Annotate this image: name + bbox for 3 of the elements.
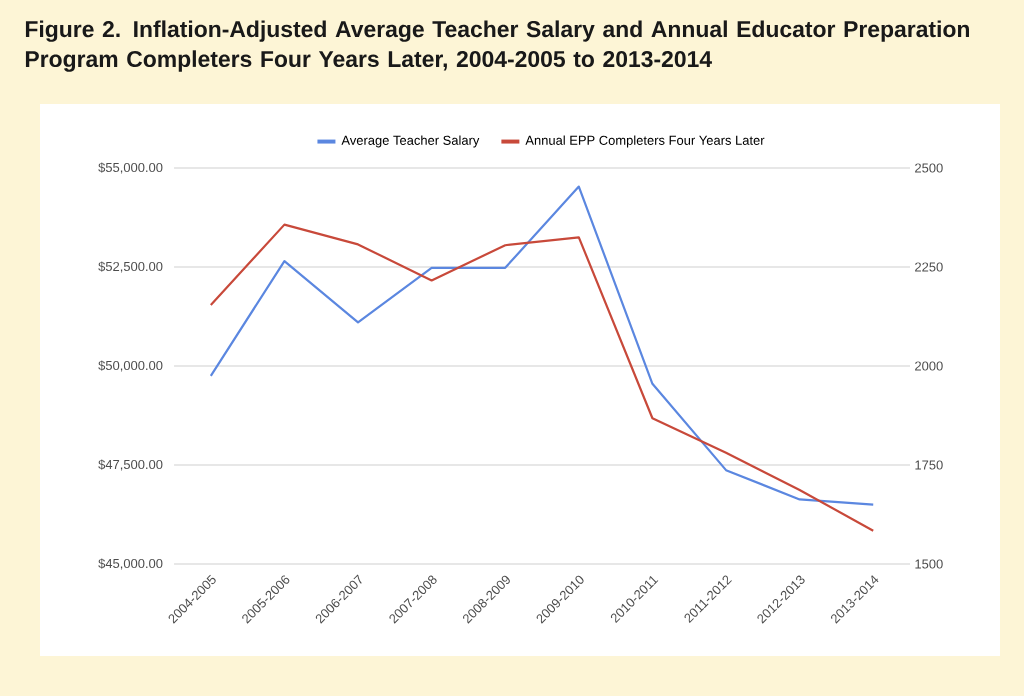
line-series	[209, 185, 875, 506]
line-series	[209, 223, 875, 532]
chart-title: Figure 2. Inflation-Adjusted Average Teacher Salary and Annual Educator Preparation Program Completers Four Years Later, 2004-2005 to 2013-2014	[25, 20, 969, 72]
